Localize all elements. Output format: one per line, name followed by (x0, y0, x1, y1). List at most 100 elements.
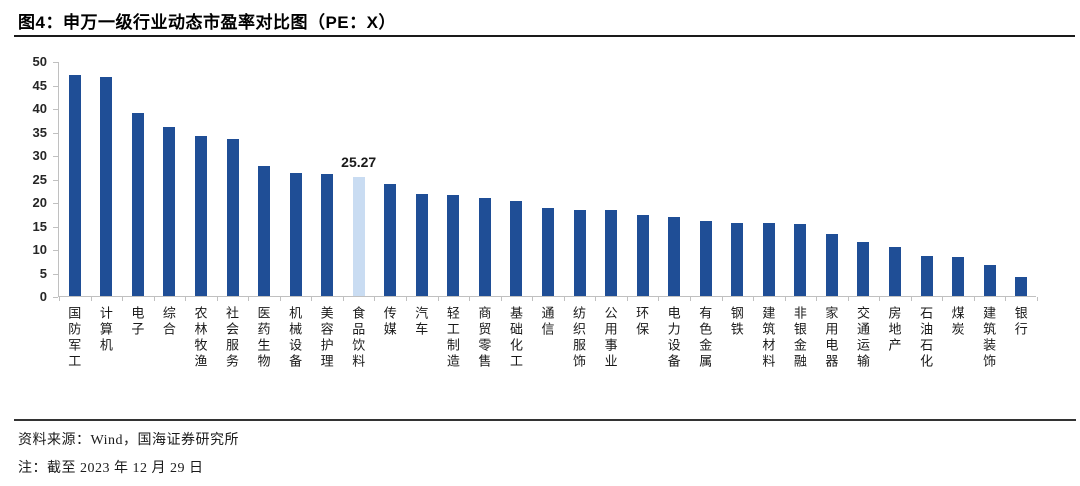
bar (415, 194, 428, 296)
x-axis-label: 电力设备 (665, 306, 681, 370)
x-axis-label: 钢铁 (728, 306, 744, 338)
x-axis-label: 商贸零售 (476, 306, 492, 370)
bar (762, 223, 775, 296)
x-axis-tick (122, 297, 124, 301)
bar (889, 247, 902, 296)
x-axis-label: 有色金属 (697, 306, 713, 370)
x-axis-label: 基础化工 (507, 306, 523, 370)
y-axis-tick (53, 250, 58, 251)
bar (384, 183, 397, 296)
x-axis-tick (406, 297, 408, 301)
x-axis-tick (532, 297, 534, 301)
y-axis-tick (53, 109, 58, 110)
x-axis-label: 汽车 (413, 306, 429, 338)
x-axis-label: 房地产 (886, 306, 902, 354)
y-axis-tick (53, 226, 58, 228)
x-axis-tick (784, 297, 786, 301)
x-axis-label: 石油石化 (918, 306, 934, 370)
x-axis-tick (342, 297, 344, 301)
bar (289, 173, 302, 296)
x-axis-tick (658, 297, 660, 301)
y-axis-tick (53, 62, 58, 63)
x-axis-tick (721, 297, 723, 301)
x-axis-tick (753, 297, 755, 301)
bar (194, 136, 207, 296)
x-axis-label: 纺织服饰 (571, 306, 587, 370)
x-axis-tick (153, 297, 155, 301)
y-axis-tick-label: 25 (32, 171, 47, 187)
x-axis-label: 交通运输 (854, 306, 870, 370)
y-axis-tick-label: 15 (32, 218, 47, 234)
bar (542, 208, 554, 296)
y-axis-tick (53, 203, 58, 204)
x-axis-label: 农林牧渔 (192, 306, 208, 370)
y-axis-tick-label: 35 (32, 124, 47, 140)
x-axis-label: 食品饮料 (350, 306, 366, 370)
footer-divider-line (14, 419, 1076, 421)
x-axis-label: 机械设备 (287, 306, 303, 370)
bar (68, 75, 81, 296)
bar (478, 198, 491, 296)
bar (636, 214, 649, 296)
x-axis-tick (847, 297, 849, 301)
date-note: 注：截至 2023 年 12 月 29 日 (18, 461, 204, 476)
bar (857, 241, 870, 296)
x-axis-label: 美容护理 (318, 306, 334, 370)
y-axis-tick (53, 156, 58, 157)
title-divider-line (14, 35, 1075, 37)
x-axis-label: 公用事业 (602, 306, 618, 370)
x-axis-tick (216, 297, 218, 301)
x-axis-label: 综合 (160, 306, 176, 338)
y-axis-tick (53, 132, 58, 134)
x-axis-tick (879, 297, 881, 301)
y-axis-tick-label: 50 (32, 54, 47, 69)
x-axis-tick (185, 297, 187, 301)
x-axis-tick (595, 297, 597, 301)
x-axis-tick (1005, 297, 1007, 301)
x-axis-tick (1037, 297, 1038, 301)
y-axis-tick-label: 30 (32, 148, 47, 163)
bar (100, 76, 113, 296)
x-axis-tick (942, 297, 944, 301)
x-axis-tick (248, 297, 250, 301)
y-axis-tick-label: 5 (39, 265, 47, 281)
x-axis-tick (90, 297, 92, 301)
bar (952, 256, 965, 296)
bar (226, 139, 239, 296)
x-axis-tick (626, 297, 628, 301)
bar (163, 127, 176, 296)
y-axis-tick (53, 273, 58, 275)
highlighted-bar (352, 177, 365, 296)
bar (447, 194, 460, 296)
x-axis-label: 环保 (634, 306, 650, 338)
bar (573, 210, 586, 296)
y-axis-tick (53, 297, 58, 298)
y-axis-tick-label: 0 (39, 289, 47, 304)
x-axis-label: 传媒 (381, 306, 397, 338)
x-axis-tick (689, 297, 691, 301)
x-axis-label: 银行 (1012, 306, 1028, 338)
y-axis-tick-label: 45 (32, 77, 47, 93)
x-axis-label: 通信 (539, 306, 555, 338)
x-axis-tick (563, 297, 565, 301)
bar (1015, 277, 1028, 296)
y-axis-tick (53, 179, 58, 181)
highlight-value-label: 25.27 (341, 154, 377, 171)
bar (920, 255, 933, 296)
source-note: 资料来源：Wind，国海证券研究所 (18, 433, 240, 448)
x-axis-label: 建筑材料 (760, 306, 776, 370)
bar (794, 223, 807, 296)
x-axis-tick (500, 297, 502, 301)
bar (321, 173, 334, 296)
x-axis-label: 煤炭 (949, 306, 965, 338)
bar (983, 264, 996, 296)
x-axis-tick (437, 297, 439, 301)
bar (699, 221, 712, 296)
y-axis-tick (53, 85, 58, 87)
x-axis-tick (311, 297, 313, 301)
bar (258, 165, 271, 296)
x-axis-label: 建筑装饰 (981, 306, 997, 370)
bar (731, 222, 744, 296)
x-axis-label: 电子 (129, 306, 145, 338)
